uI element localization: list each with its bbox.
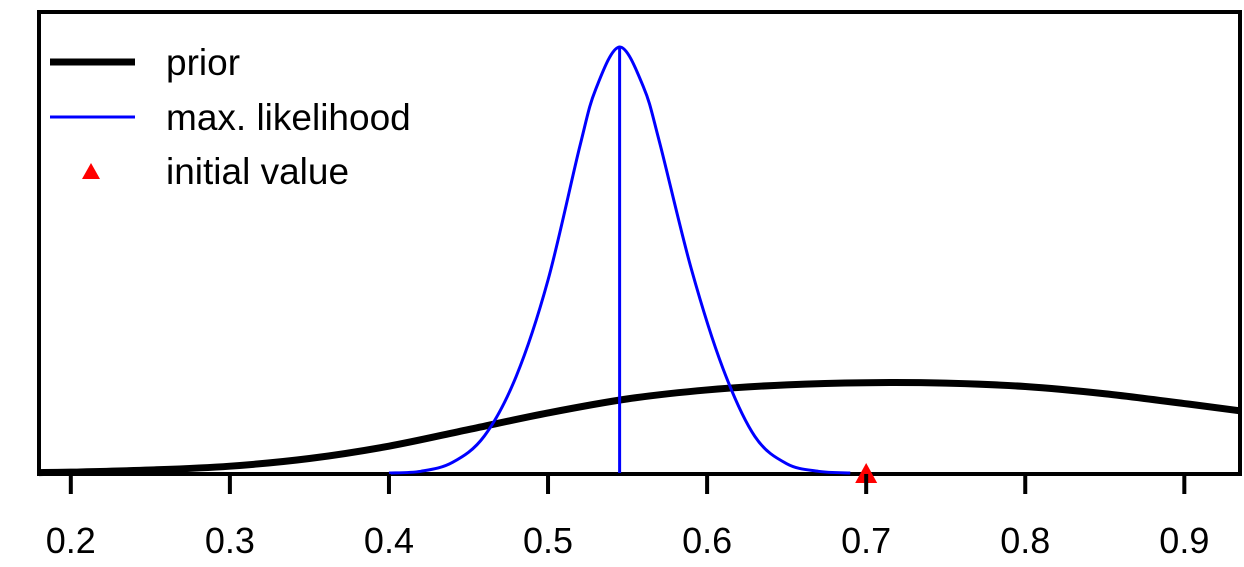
x-tick-label: 0.3 bbox=[205, 520, 255, 561]
x-tick-label: 0.9 bbox=[1159, 520, 1209, 561]
plot-frame bbox=[37, 10, 1242, 476]
series-prior-line bbox=[38, 379, 1241, 477]
legend-item-initial-value: initial value bbox=[82, 151, 349, 192]
legend-label: max. likelihood bbox=[166, 97, 411, 138]
legend: prior max. likelihood initial value bbox=[50, 42, 411, 192]
triangle-icon bbox=[82, 163, 100, 179]
x-tick-label: 0.5 bbox=[523, 520, 573, 561]
initial-value-marker bbox=[855, 463, 878, 483]
x-axis: 0.2 0.3 0.4 0.5 0.6 0.7 0.8 0.9 bbox=[46, 474, 1209, 561]
x-tick-label: 0.6 bbox=[682, 520, 732, 561]
legend-label: initial value bbox=[166, 151, 349, 192]
x-tick-label: 0.7 bbox=[841, 520, 891, 561]
legend-item-prior: prior bbox=[50, 42, 240, 83]
x-tick-label: 0.2 bbox=[46, 520, 96, 561]
legend-item-max-likelihood: max. likelihood bbox=[50, 97, 411, 138]
legend-label: prior bbox=[166, 42, 240, 83]
x-tick-label: 0.8 bbox=[1000, 520, 1050, 561]
x-tick-label: 0.4 bbox=[364, 520, 414, 561]
plot-area bbox=[38, 45, 1241, 483]
